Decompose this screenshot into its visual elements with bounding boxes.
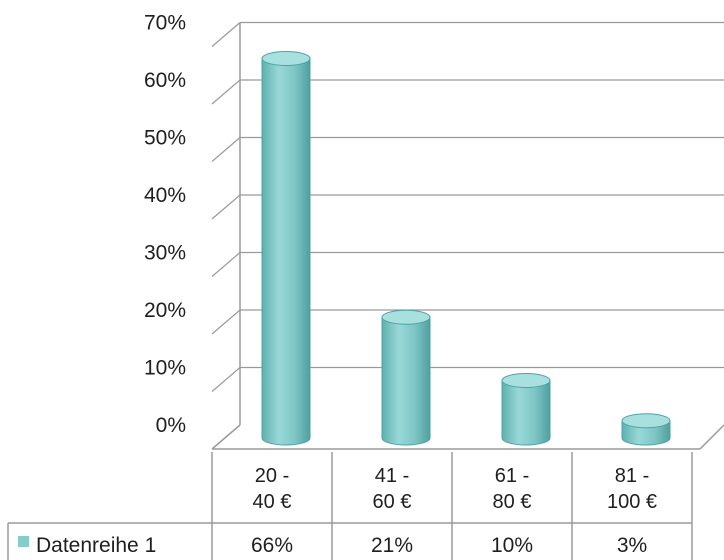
legend-series-name: Datenreihe 1 [36, 534, 156, 557]
gridline-slant [211, 309, 241, 335]
category-label: 61 - [495, 465, 529, 487]
bar-body [261, 58, 311, 446]
y-tick-label: 60% [144, 69, 186, 92]
bar-top [501, 373, 551, 388]
data-table: 20 - 40 € 66% 41 - 60 € 21% 61 - 80 € 10% 81 - 100… [7, 452, 693, 560]
bar-top [621, 413, 671, 429]
gridlines [211, 21, 724, 392]
y-tick-label: 40% [144, 184, 186, 207]
bar-top [261, 51, 311, 66]
y-axis-ticks: 0% 10% 20% 30% 40% 50% 60% 70% [144, 12, 186, 438]
floor-right-edge [699, 424, 724, 450]
floor-left-edge [211, 424, 241, 450]
gridline-slant [211, 252, 241, 277]
bar-top [381, 309, 431, 325]
category-label: 40 € [253, 491, 292, 513]
y-tick-label: 10% [144, 357, 186, 380]
data-label: 3% [617, 534, 647, 557]
bar-body [381, 316, 431, 446]
y-tick-label: 70% [144, 12, 186, 35]
plot-frame [211, 22, 724, 450]
y-tick-label: 0% [156, 414, 186, 437]
bar [261, 51, 311, 446]
data-label: 66% [251, 534, 293, 557]
category-label: 60 € [373, 491, 412, 513]
gridline-slant [211, 367, 241, 392]
category-label: 81 - [615, 465, 649, 487]
y-tick-label: 30% [144, 242, 186, 265]
bar-body [501, 380, 551, 446]
gridline-slant [211, 79, 241, 105]
category-label: 20 - [255, 465, 289, 487]
gridline-slant [211, 194, 241, 220]
category-label: 80 € [493, 491, 532, 513]
bars [261, 51, 671, 446]
bar [501, 373, 551, 446]
bar [621, 413, 671, 446]
y-tick-label: 50% [144, 127, 186, 150]
y-tick-label: 20% [144, 299, 186, 322]
category-label: 41 - [375, 465, 409, 487]
gridline-slant [211, 137, 241, 162]
gridline-slant [211, 22, 241, 47]
category-label: 100 € [607, 491, 657, 513]
data-label: 10% [491, 534, 533, 557]
bar [381, 309, 431, 446]
data-label: 21% [371, 534, 413, 557]
legend-key [18, 536, 29, 547]
